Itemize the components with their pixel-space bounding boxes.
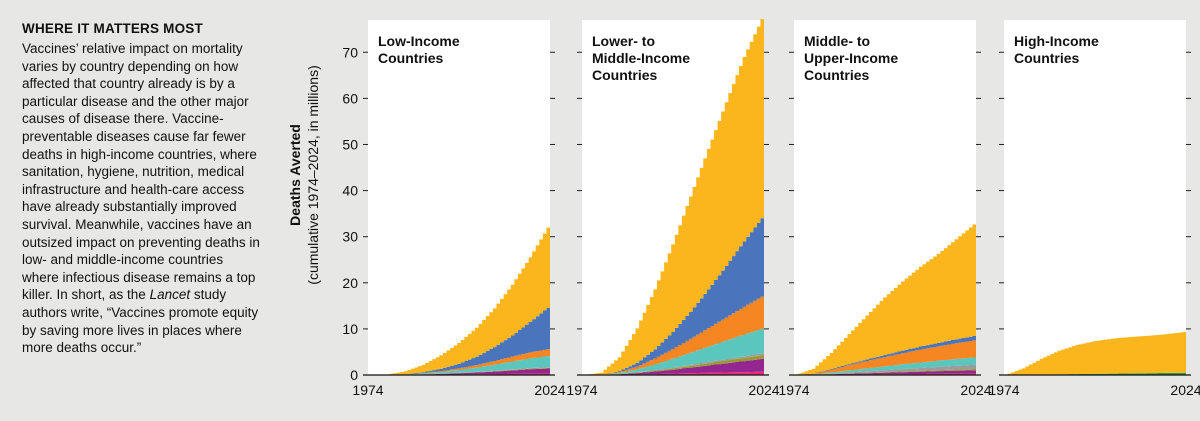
x-tick-label: 2024	[534, 382, 565, 398]
x-tick-label: 2024	[1170, 382, 1200, 398]
area-olive	[794, 369, 976, 375]
y-tick-label: 0	[350, 367, 358, 383]
sidebar-text: WHERE IT MATTERS MOST Vaccines’ relative…	[22, 20, 262, 357]
panel-title-line: Lower- to	[592, 33, 655, 49]
area-gray	[794, 364, 976, 375]
area-teal	[368, 356, 550, 375]
panel-title-line: Countries	[592, 67, 658, 83]
area-orange	[582, 296, 764, 375]
area-teal	[582, 328, 764, 375]
y-tick-label: 50	[342, 136, 358, 152]
panel-title-line: Countries	[804, 67, 870, 83]
x-tick-label: 1974	[566, 382, 597, 398]
y-tick-label: 60	[342, 90, 358, 106]
area-teal	[794, 357, 976, 375]
area-purple	[794, 370, 976, 375]
area-blue	[368, 307, 550, 375]
area-blue	[582, 218, 764, 375]
area-orange	[794, 340, 976, 375]
y-axis-subtitle: (cumulative 1974–2024, in millions)	[305, 65, 321, 284]
panel-title-line: Low-Income	[378, 33, 460, 49]
panel-title-line: Middle- to	[804, 33, 870, 49]
y-tick-label: 20	[342, 275, 358, 291]
sidebar-body-italic: Lancet	[149, 287, 191, 303]
x-tick-label: 1974	[778, 382, 809, 398]
area-yellow	[794, 224, 976, 375]
sidebar-body-part-2: study authors write, “Vaccines pro­mote …	[22, 287, 259, 356]
x-tick-label: 1974	[352, 382, 383, 398]
y-axis-title: Deaths Averted	[287, 124, 303, 226]
sidebar-heading: WHERE IT MATTERS MOST	[22, 21, 203, 36]
y-axis-title-group: Deaths Averted (cumulative 1974–2024, in …	[287, 44, 358, 383]
panel-title-line: Countries	[1014, 50, 1080, 66]
area-yellow	[582, 19, 764, 376]
y-tick-label: 70	[342, 44, 358, 60]
area-blue	[794, 336, 976, 375]
y-tick-label: 10	[342, 321, 358, 337]
area-orange	[368, 349, 550, 375]
area-yellow	[368, 227, 550, 375]
panel-title-line: Middle-Income	[592, 50, 690, 66]
sidebar-body: Vaccines’ relative impact on mortality v…	[22, 40, 262, 357]
sidebar-body-part-1: Vaccines’ relative impact on mortality v…	[22, 41, 260, 303]
x-tick-label: 2024	[960, 382, 991, 398]
panel-title-line: High-Income	[1014, 33, 1099, 49]
y-tick-label: 40	[342, 183, 358, 199]
area-pink	[582, 371, 764, 375]
x-tick-label: 1974	[988, 382, 1019, 398]
y-tick-label: 30	[342, 229, 358, 245]
panel-title-line: Countries	[378, 50, 444, 66]
area-purple	[368, 368, 550, 375]
panel-title-line: Upper-Income	[804, 50, 898, 66]
area-yellow	[1004, 332, 1186, 375]
area-purple	[582, 358, 764, 375]
x-tick-label: 2024	[748, 382, 779, 398]
panel-background	[1004, 20, 1186, 375]
